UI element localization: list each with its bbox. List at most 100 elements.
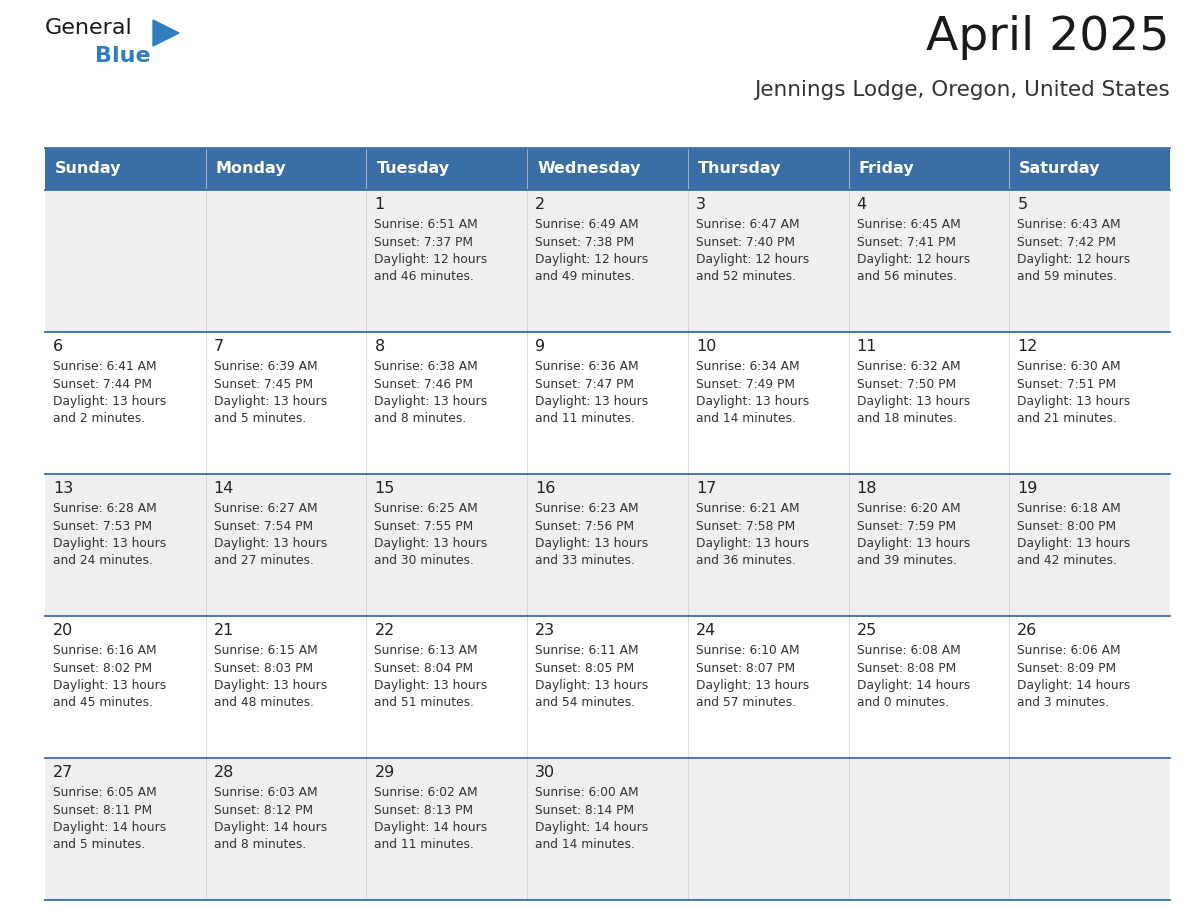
- Text: Sunrise: 6:13 AM
Sunset: 8:04 PM
Daylight: 13 hours
and 51 minutes.: Sunrise: 6:13 AM Sunset: 8:04 PM Dayligh…: [374, 644, 488, 710]
- Bar: [527, 758, 688, 900]
- Bar: [366, 190, 527, 332]
- Bar: [688, 190, 848, 332]
- Text: Saturday: Saturday: [1019, 162, 1101, 176]
- Bar: [45, 616, 206, 758]
- Text: April 2025: April 2025: [927, 15, 1170, 60]
- Text: 4: 4: [857, 197, 867, 212]
- Text: 29: 29: [374, 765, 394, 780]
- Text: 7: 7: [214, 339, 223, 354]
- Bar: [688, 758, 848, 900]
- Text: Sunrise: 6:28 AM
Sunset: 7:53 PM
Daylight: 13 hours
and 24 minutes.: Sunrise: 6:28 AM Sunset: 7:53 PM Dayligh…: [53, 502, 166, 567]
- Bar: [366, 474, 527, 616]
- Text: 25: 25: [857, 623, 877, 638]
- Text: Sunrise: 6:23 AM
Sunset: 7:56 PM
Daylight: 13 hours
and 33 minutes.: Sunrise: 6:23 AM Sunset: 7:56 PM Dayligh…: [535, 502, 649, 567]
- Text: 23: 23: [535, 623, 555, 638]
- Bar: [848, 190, 1010, 332]
- Text: Wednesday: Wednesday: [537, 162, 640, 176]
- Text: 6: 6: [53, 339, 63, 354]
- Text: General: General: [45, 18, 133, 38]
- Text: Sunrise: 6:18 AM
Sunset: 8:00 PM
Daylight: 13 hours
and 42 minutes.: Sunrise: 6:18 AM Sunset: 8:00 PM Dayligh…: [1017, 502, 1131, 567]
- Bar: [366, 616, 527, 758]
- Text: 10: 10: [696, 339, 716, 354]
- Text: Sunrise: 6:39 AM
Sunset: 7:45 PM
Daylight: 13 hours
and 5 minutes.: Sunrise: 6:39 AM Sunset: 7:45 PM Dayligh…: [214, 360, 327, 426]
- Text: 27: 27: [53, 765, 74, 780]
- Bar: [206, 332, 366, 474]
- Text: Sunrise: 6:20 AM
Sunset: 7:59 PM
Daylight: 13 hours
and 39 minutes.: Sunrise: 6:20 AM Sunset: 7:59 PM Dayligh…: [857, 502, 969, 567]
- Text: Sunrise: 6:11 AM
Sunset: 8:05 PM
Daylight: 13 hours
and 54 minutes.: Sunrise: 6:11 AM Sunset: 8:05 PM Dayligh…: [535, 644, 649, 710]
- Text: Sunrise: 6:15 AM
Sunset: 8:03 PM
Daylight: 13 hours
and 48 minutes.: Sunrise: 6:15 AM Sunset: 8:03 PM Dayligh…: [214, 644, 327, 710]
- Bar: [848, 758, 1010, 900]
- Bar: [1010, 190, 1170, 332]
- Text: Sunrise: 6:02 AM
Sunset: 8:13 PM
Daylight: 14 hours
and 11 minutes.: Sunrise: 6:02 AM Sunset: 8:13 PM Dayligh…: [374, 786, 488, 852]
- Text: Sunrise: 6:25 AM
Sunset: 7:55 PM
Daylight: 13 hours
and 30 minutes.: Sunrise: 6:25 AM Sunset: 7:55 PM Dayligh…: [374, 502, 488, 567]
- Text: 2: 2: [535, 197, 545, 212]
- Bar: [45, 758, 206, 900]
- Text: 28: 28: [214, 765, 234, 780]
- Text: 14: 14: [214, 481, 234, 496]
- Text: 5: 5: [1017, 197, 1028, 212]
- Text: 20: 20: [53, 623, 74, 638]
- Text: Sunrise: 6:10 AM
Sunset: 8:07 PM
Daylight: 13 hours
and 57 minutes.: Sunrise: 6:10 AM Sunset: 8:07 PM Dayligh…: [696, 644, 809, 710]
- Bar: [688, 474, 848, 616]
- Text: Monday: Monday: [216, 162, 286, 176]
- Text: 8: 8: [374, 339, 385, 354]
- Text: Thursday: Thursday: [697, 162, 782, 176]
- Text: Sunrise: 6:43 AM
Sunset: 7:42 PM
Daylight: 12 hours
and 59 minutes.: Sunrise: 6:43 AM Sunset: 7:42 PM Dayligh…: [1017, 218, 1131, 284]
- Text: 13: 13: [53, 481, 74, 496]
- Text: Sunday: Sunday: [55, 162, 121, 176]
- Bar: [527, 190, 688, 332]
- Bar: [45, 190, 206, 332]
- Bar: [366, 332, 527, 474]
- Bar: [688, 332, 848, 474]
- Bar: [848, 616, 1010, 758]
- Text: 1: 1: [374, 197, 385, 212]
- Bar: [45, 148, 206, 190]
- Text: Sunrise: 6:21 AM
Sunset: 7:58 PM
Daylight: 13 hours
and 36 minutes.: Sunrise: 6:21 AM Sunset: 7:58 PM Dayligh…: [696, 502, 809, 567]
- Bar: [206, 474, 366, 616]
- Text: Sunrise: 6:30 AM
Sunset: 7:51 PM
Daylight: 13 hours
and 21 minutes.: Sunrise: 6:30 AM Sunset: 7:51 PM Dayligh…: [1017, 360, 1131, 426]
- Text: Tuesday: Tuesday: [377, 162, 449, 176]
- Text: Sunrise: 6:51 AM
Sunset: 7:37 PM
Daylight: 12 hours
and 46 minutes.: Sunrise: 6:51 AM Sunset: 7:37 PM Dayligh…: [374, 218, 488, 284]
- Bar: [206, 190, 366, 332]
- Text: 12: 12: [1017, 339, 1037, 354]
- Bar: [1010, 616, 1170, 758]
- Bar: [848, 474, 1010, 616]
- Text: 15: 15: [374, 481, 394, 496]
- Text: 3: 3: [696, 197, 706, 212]
- Text: 9: 9: [535, 339, 545, 354]
- Text: Sunrise: 6:00 AM
Sunset: 8:14 PM
Daylight: 14 hours
and 14 minutes.: Sunrise: 6:00 AM Sunset: 8:14 PM Dayligh…: [535, 786, 649, 852]
- Text: 30: 30: [535, 765, 555, 780]
- Bar: [45, 332, 206, 474]
- Bar: [366, 758, 527, 900]
- Text: 26: 26: [1017, 623, 1037, 638]
- Text: 24: 24: [696, 623, 716, 638]
- Text: Sunrise: 6:45 AM
Sunset: 7:41 PM
Daylight: 12 hours
and 56 minutes.: Sunrise: 6:45 AM Sunset: 7:41 PM Dayligh…: [857, 218, 969, 284]
- Text: Friday: Friday: [859, 162, 915, 176]
- Bar: [848, 148, 1010, 190]
- Bar: [527, 474, 688, 616]
- Text: Sunrise: 6:16 AM
Sunset: 8:02 PM
Daylight: 13 hours
and 45 minutes.: Sunrise: 6:16 AM Sunset: 8:02 PM Dayligh…: [53, 644, 166, 710]
- Bar: [206, 616, 366, 758]
- Text: Sunrise: 6:27 AM
Sunset: 7:54 PM
Daylight: 13 hours
and 27 minutes.: Sunrise: 6:27 AM Sunset: 7:54 PM Dayligh…: [214, 502, 327, 567]
- Text: 21: 21: [214, 623, 234, 638]
- Text: 19: 19: [1017, 481, 1037, 496]
- Bar: [527, 332, 688, 474]
- Text: Sunrise: 6:36 AM
Sunset: 7:47 PM
Daylight: 13 hours
and 11 minutes.: Sunrise: 6:36 AM Sunset: 7:47 PM Dayligh…: [535, 360, 649, 426]
- Bar: [206, 758, 366, 900]
- Text: Sunrise: 6:34 AM
Sunset: 7:49 PM
Daylight: 13 hours
and 14 minutes.: Sunrise: 6:34 AM Sunset: 7:49 PM Dayligh…: [696, 360, 809, 426]
- Text: Sunrise: 6:32 AM
Sunset: 7:50 PM
Daylight: 13 hours
and 18 minutes.: Sunrise: 6:32 AM Sunset: 7:50 PM Dayligh…: [857, 360, 969, 426]
- Bar: [366, 148, 527, 190]
- Text: 17: 17: [696, 481, 716, 496]
- Bar: [45, 474, 206, 616]
- Text: Sunrise: 6:38 AM
Sunset: 7:46 PM
Daylight: 13 hours
and 8 minutes.: Sunrise: 6:38 AM Sunset: 7:46 PM Dayligh…: [374, 360, 488, 426]
- Bar: [1010, 474, 1170, 616]
- Text: 22: 22: [374, 623, 394, 638]
- Text: Sunrise: 6:08 AM
Sunset: 8:08 PM
Daylight: 14 hours
and 0 minutes.: Sunrise: 6:08 AM Sunset: 8:08 PM Dayligh…: [857, 644, 969, 710]
- Bar: [688, 148, 848, 190]
- Polygon shape: [153, 20, 179, 46]
- Text: Sunrise: 6:41 AM
Sunset: 7:44 PM
Daylight: 13 hours
and 2 minutes.: Sunrise: 6:41 AM Sunset: 7:44 PM Dayligh…: [53, 360, 166, 426]
- Bar: [527, 148, 688, 190]
- Text: Sunrise: 6:03 AM
Sunset: 8:12 PM
Daylight: 14 hours
and 8 minutes.: Sunrise: 6:03 AM Sunset: 8:12 PM Dayligh…: [214, 786, 327, 852]
- Bar: [848, 332, 1010, 474]
- Text: Sunrise: 6:05 AM
Sunset: 8:11 PM
Daylight: 14 hours
and 5 minutes.: Sunrise: 6:05 AM Sunset: 8:11 PM Dayligh…: [53, 786, 166, 852]
